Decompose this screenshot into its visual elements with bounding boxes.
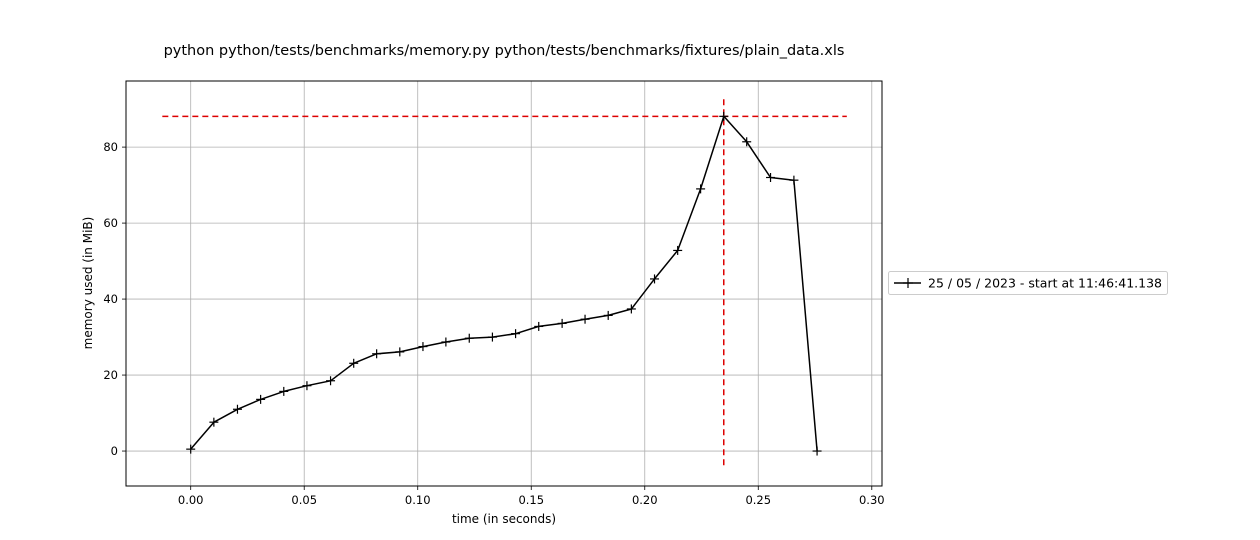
peak-markers <box>162 99 847 468</box>
y-tick-label: 20 <box>103 368 118 382</box>
x-axis-label: time (in seconds) <box>452 512 556 526</box>
data-point <box>789 175 799 185</box>
x-axis-ticks: 0.00 0.05 0.10 0.15 0.20 0.25 0.30 <box>178 486 885 507</box>
data-point <box>557 318 567 328</box>
data-point <box>186 444 196 454</box>
y-axis-ticks: 0 20 40 60 80 <box>103 140 126 458</box>
data-point <box>464 333 474 343</box>
legend-box <box>888 271 1168 295</box>
data-point <box>487 332 497 342</box>
axes-frame <box>125 80 883 487</box>
y-tick-label: 40 <box>103 292 118 306</box>
data-point <box>418 342 428 352</box>
chart-title: python python/tests/benchmarks/memory.py… <box>164 43 845 59</box>
series-line <box>190 115 818 452</box>
data-point <box>580 314 590 324</box>
data-point <box>349 358 359 368</box>
data-point <box>279 386 289 396</box>
data-point <box>326 376 336 386</box>
data-point <box>766 173 776 183</box>
data-point <box>696 184 706 194</box>
y-tick-label: 60 <box>103 216 118 230</box>
x-tick-label: 0.25 <box>745 493 771 507</box>
data-point <box>742 137 752 147</box>
grid <box>126 81 882 486</box>
legend: 25 / 05 / 2023 - start at 11:46:41.138 <box>888 271 1168 295</box>
x-tick-label: 0.20 <box>632 493 658 507</box>
y-tick-label: 80 <box>103 140 118 154</box>
y-tick-label: 0 <box>111 444 118 458</box>
x-tick-label: 0.00 <box>178 493 204 507</box>
x-tick-label: 0.15 <box>518 493 544 507</box>
data-point <box>626 304 636 314</box>
x-tick-label: 0.30 <box>859 493 885 507</box>
data-point <box>673 245 683 255</box>
data-point <box>372 349 382 359</box>
data-point <box>719 111 729 121</box>
y-axis-label: memory used (in MiB) <box>81 217 95 350</box>
data-point <box>650 274 660 284</box>
data-point <box>232 404 242 414</box>
plot-area: 0.00 0.05 0.10 0.15 0.20 0.25 0.30 0 20 40 60 80 <box>103 80 885 507</box>
data-point <box>603 310 613 320</box>
data-point <box>395 347 405 357</box>
data-point <box>441 337 451 347</box>
data-point <box>302 381 312 391</box>
series <box>186 111 822 456</box>
data-point <box>209 417 219 427</box>
data-point <box>256 394 266 404</box>
legend-label: 25 / 05 / 2023 - start at 11:46:41.138 <box>928 276 1162 291</box>
x-tick-label: 0.10 <box>405 493 431 507</box>
data-point <box>511 329 521 339</box>
data-point <box>812 446 822 456</box>
data-point <box>534 321 544 331</box>
legend-marker <box>903 278 913 288</box>
x-tick-label: 0.05 <box>291 493 317 507</box>
